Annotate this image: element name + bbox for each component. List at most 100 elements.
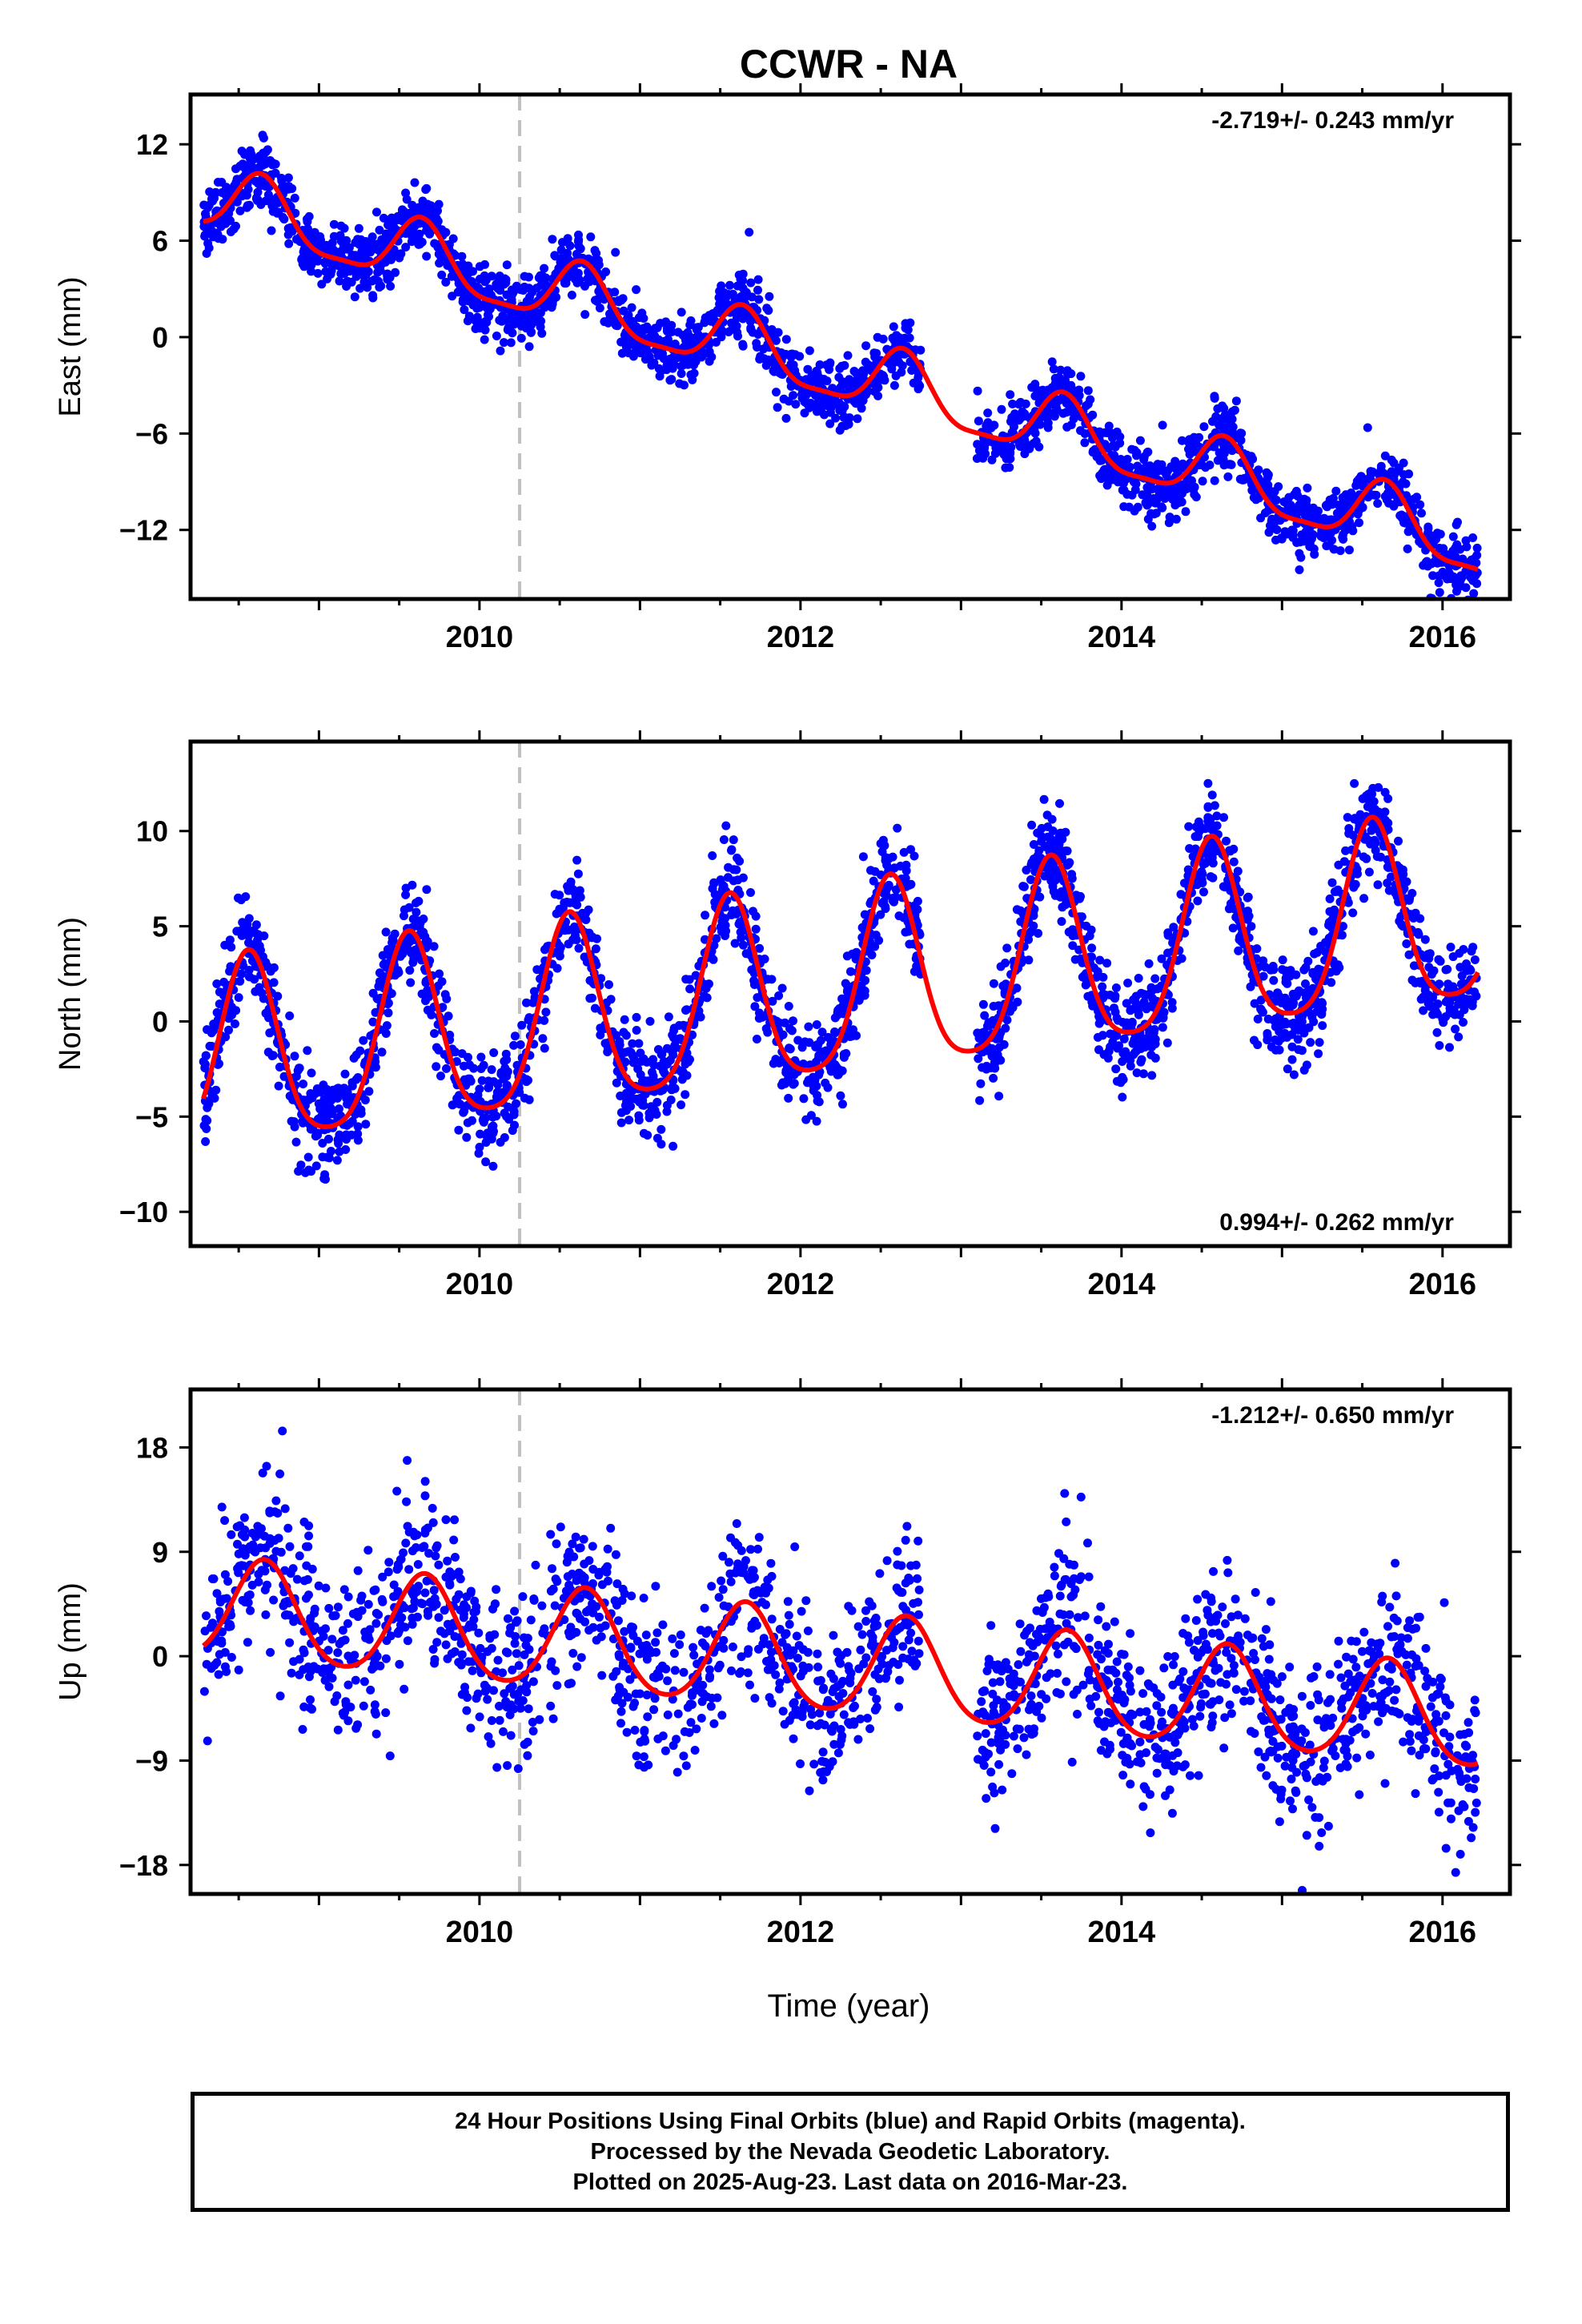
data-point (1205, 460, 1215, 470)
data-point (251, 987, 260, 996)
data-point (1299, 1065, 1309, 1075)
data-point (677, 308, 686, 317)
data-point (781, 335, 791, 344)
data-point (516, 321, 526, 331)
data-point (816, 376, 825, 386)
data-point (201, 1051, 211, 1060)
x-tick-label: 2012 (767, 621, 835, 654)
data-point (1287, 1055, 1297, 1064)
data-point (889, 380, 899, 390)
data-point (1434, 955, 1443, 964)
data-point (412, 907, 421, 917)
data-point (1271, 1035, 1280, 1044)
data-point (1184, 822, 1194, 831)
data-point (1006, 390, 1015, 400)
data-point (283, 173, 293, 183)
data-point (1119, 485, 1129, 495)
data-point (845, 1032, 855, 1041)
data-point (291, 1137, 301, 1147)
data-point (303, 1046, 312, 1055)
data-point (343, 1098, 353, 1108)
data-point (1263, 1015, 1273, 1023)
data-point (1212, 846, 1222, 855)
data-point (1423, 524, 1433, 533)
data-point (405, 966, 415, 975)
data-point (746, 888, 755, 897)
data-point (747, 292, 757, 302)
data-point (368, 291, 378, 300)
data-point (1173, 462, 1182, 472)
data-point (1386, 490, 1395, 500)
data-point (487, 1065, 496, 1075)
data-point (251, 920, 261, 930)
data-point (1275, 1045, 1284, 1055)
data-point (772, 388, 781, 397)
x-tick-label: 2016 (1409, 621, 1477, 654)
data-point (1130, 506, 1139, 516)
data-point (1218, 401, 1227, 411)
data-point (1026, 875, 1035, 884)
data-point (619, 306, 628, 316)
data-point (1122, 999, 1131, 1008)
data-point (1402, 877, 1411, 887)
data-point (1097, 456, 1106, 465)
data-point (235, 206, 245, 215)
data-point (267, 226, 276, 235)
data-point (476, 1129, 485, 1139)
data-point (873, 383, 883, 392)
data-point (201, 1137, 211, 1146)
data-point (647, 360, 656, 370)
data-point (1472, 543, 1482, 553)
data-point (544, 300, 552, 309)
data-point (1132, 451, 1141, 460)
data-point (1413, 927, 1423, 937)
data-point (1108, 1037, 1118, 1047)
data-points (199, 778, 1481, 1184)
data-point (1088, 410, 1098, 420)
data-point (1015, 442, 1025, 451)
data-point (1129, 1050, 1138, 1059)
data-point (693, 330, 703, 340)
data-point (801, 390, 810, 400)
data-point (361, 1120, 371, 1129)
data-point (1429, 966, 1439, 975)
data-point (866, 866, 875, 875)
data-point (759, 344, 768, 354)
data-point (433, 243, 443, 252)
data-point (1235, 428, 1245, 438)
data-point (254, 930, 263, 939)
data-point (793, 1035, 803, 1045)
data-point (332, 1156, 342, 1165)
data-point (351, 1110, 360, 1119)
data-point (1344, 824, 1354, 833)
data-point (1282, 1019, 1291, 1029)
data-point (404, 936, 413, 946)
data-point (749, 980, 759, 989)
data-point (662, 1059, 672, 1069)
data-point (1371, 838, 1380, 847)
data-point (839, 1052, 849, 1062)
data-point (1383, 862, 1393, 872)
data-point (1087, 952, 1096, 962)
data-point (887, 360, 897, 370)
data-point (1278, 965, 1287, 975)
data-point (314, 1099, 323, 1108)
data-point (1293, 1035, 1303, 1044)
data-point (1380, 787, 1390, 797)
data-point (1152, 984, 1162, 994)
data-point (387, 227, 396, 237)
data-point (1165, 513, 1174, 522)
data-point (1403, 527, 1413, 537)
data-point (1126, 1061, 1135, 1071)
data-point (1198, 869, 1207, 879)
data-point (1150, 509, 1159, 519)
data-point (1354, 505, 1363, 515)
data-point (974, 1054, 983, 1063)
data-point (532, 283, 541, 293)
data-point (1078, 972, 1087, 982)
data-point (616, 1118, 626, 1128)
data-point (1064, 859, 1074, 869)
data-point (1315, 1038, 1324, 1047)
data-point (701, 316, 709, 326)
data-point (444, 1011, 453, 1021)
